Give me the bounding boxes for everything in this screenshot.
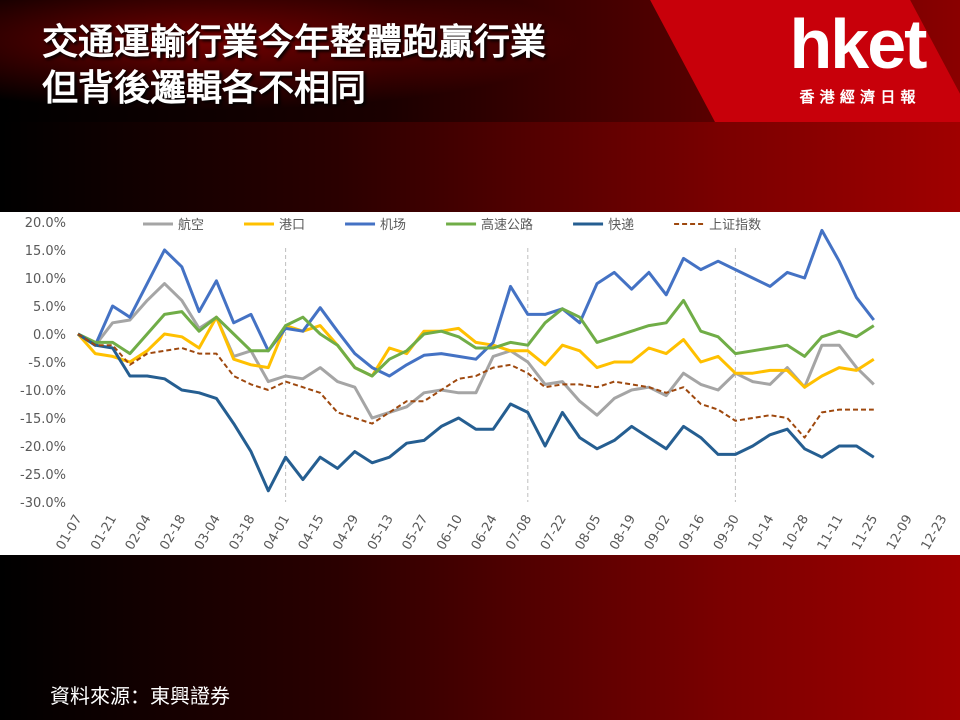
source: 資料來源：東興證券: [50, 684, 230, 708]
logo-subtitle: 香 港 經 濟 日 報: [799, 88, 916, 106]
y-tick-label: -30.0%: [20, 496, 66, 511]
legend-label: 机场: [380, 218, 406, 233]
legend-label: 高速公路: [481, 217, 533, 233]
title-line: 交通運輸行業今年整體跑贏行業: [42, 22, 547, 63]
series-line: [77, 333, 874, 439]
y-tick-label: -10.0%: [20, 384, 66, 399]
logo: hket: [789, 5, 928, 83]
legend-label: 航空: [178, 217, 204, 233]
series-line: [77, 298, 875, 378]
y-tick-label: -5.0%: [28, 356, 66, 371]
legend-label: 快递: [608, 218, 634, 233]
y-tick-label: 0.0%: [33, 328, 66, 343]
middle-band: [0, 122, 960, 212]
y-tick-label: 20.0%: [25, 216, 66, 231]
chart: 20.0% 15.0% 10.0% 5.0% 0.0% -5.0% -10.0% -15.0%…: [0, 212, 960, 555]
series-line: [77, 228, 875, 378]
title-line: 但背後邏輯各不相同: [42, 68, 367, 109]
title: 交通運輸行業今年整體跑贏行業 但背後邏輯各不相同: [42, 20, 546, 112]
legend-label: 港口: [279, 218, 305, 233]
y-tick-label: 10.0%: [25, 272, 66, 287]
legend-label: 上证指数: [709, 218, 761, 233]
y-tick-label: -25.0%: [20, 468, 66, 483]
series-line: [77, 332, 875, 493]
y-tick-label: -15.0%: [20, 412, 66, 427]
series-line: [76, 315, 875, 389]
y-tick-label: 5.0%: [33, 300, 66, 315]
y-tick-label: -20.0%: [20, 440, 66, 455]
y-tick-label: 15.0%: [25, 244, 66, 259]
footer-band: [0, 555, 960, 720]
